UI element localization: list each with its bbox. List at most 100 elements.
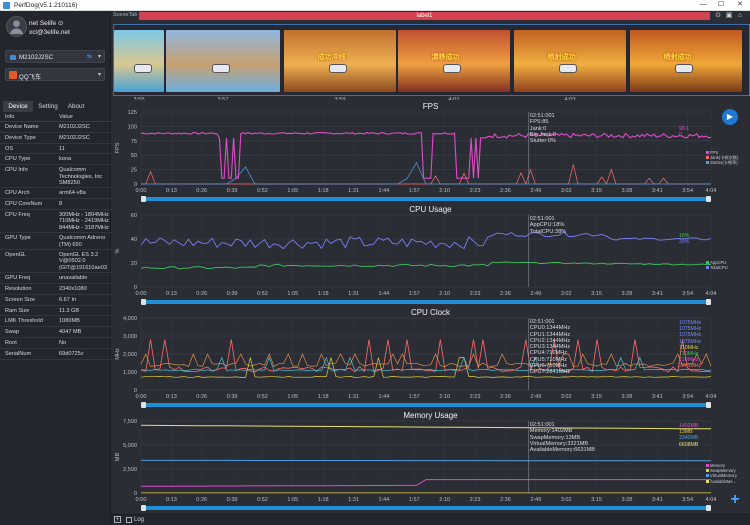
y-tick-label: 4,000 [123,316,137,322]
maximize-button[interactable]: ☐ [717,1,725,8]
readout-line: TotalCPU:38% [529,228,567,235]
time-range-slider[interactable] [141,505,711,511]
x-tick-label: 2:49 [530,394,541,400]
device-select[interactable]: M2102J2SC ⇆ ▾ [5,50,105,63]
x-tick-label: 0:26 [196,394,207,400]
info-row: Resolution 2340x1080 [0,284,111,295]
info-row: Device Type M2102J2SC [0,133,111,144]
series-value: 710MHz [679,344,699,351]
gear-icon[interactable]: ⊙ [715,12,721,19]
x-tick-label: 2:36 [500,394,511,400]
readout-line: VirtualMemory:3321MB [529,440,589,447]
readout-line: CPU4:710MHz [529,350,568,357]
legend-item[interactable]: Stutter(卡顿率) [706,160,738,165]
home-icon[interactable]: ⌂ [737,12,743,19]
sidebar-tabs: Device Setting About [0,101,111,112]
close-button[interactable]: ✕ [737,1,743,8]
legend-item[interactable]: TotalCPU [706,265,728,270]
series-value: 2841MHz [679,363,702,370]
bottom-bar: + Log [111,514,750,525]
thumbnail-caption: 漂移成功 [431,53,460,61]
legend-item[interactable]: Memory [706,463,737,468]
play-button[interactable]: ▶ [722,109,738,125]
slider-handle-left[interactable] [141,196,146,202]
tab-about[interactable]: About [67,103,85,110]
x-tick-label: 2:36 [500,188,511,194]
info-row: CPU Info Qualcomm Technologies, Inc SM825… [0,165,111,189]
x-tick-label: 3:54 [682,394,693,400]
series-line [140,261,712,270]
legend-item[interactable]: Jank(卡顿次数) [706,155,738,160]
readout-line: 02:51:001 [529,422,555,428]
legend-item[interactable]: FPS [706,150,738,155]
scene-thumbnail[interactable]: 喷射成功 [514,30,626,92]
scene-thumbnail[interactable]: 喷射成功 [630,30,742,92]
x-tick-label: 3:54 [682,497,693,503]
slider-handle-left[interactable] [141,505,146,511]
info-value: M2102J2SC [59,124,90,130]
x-tick-label: 1:18 [318,291,329,297]
x-tick-label: 1:57 [409,188,420,194]
add-icon[interactable]: + [114,516,121,523]
legend-swatch [706,464,709,467]
scene-thumbnail[interactable] [114,30,164,92]
x-tick-label: 1:05 [287,291,298,297]
info-value: 4047 MB [59,329,82,336]
slider-handle-left[interactable] [141,299,146,305]
window-title: PerfDog(v5.1.210116) [14,2,78,9]
time-range-slider[interactable] [141,402,711,408]
x-tick-label: 2:10 [439,291,450,297]
app-select[interactable]: QQ飞车 ▾ [5,68,105,81]
slider-handle-right[interactable] [706,505,711,511]
x-tick-label: 0:52 [257,188,268,194]
series-value: 710MHz [679,357,699,364]
series-value: 710MHz [679,351,699,358]
x-tick-label: 3:28 [621,188,632,194]
time-range-slider[interactable] [141,299,711,305]
app-icon [9,71,17,79]
scene-label-bar[interactable]: label1 [139,12,710,20]
slider-handle-right[interactable] [706,196,711,202]
info-row: CPU Freq 300MHz - 1804MHz 710MHz - 2419MH… [0,210,111,234]
tab-device[interactable]: Device [3,101,33,112]
avatar[interactable] [6,16,27,37]
y-tick-label: 3,000 [123,334,137,340]
x-tick-label: 0:52 [257,497,268,503]
x-tick-label: 0:13 [166,291,177,297]
scene-tab[interactable]: SceneTab [113,12,138,18]
info-key: CPU Arch [5,190,30,197]
chevron-down-icon: ▾ [97,54,101,60]
legend-swatch [706,266,709,270]
add-chart-button[interactable]: + [730,491,740,508]
legend-label: Jank(卡顿次数) [710,155,739,161]
log-checkbox[interactable] [126,517,132,523]
scene-thumbnail[interactable] [166,30,280,92]
x-tick-label: 1:18 [318,394,329,400]
info-row: Ram Size 11.3 GB [0,306,111,317]
series-value: 6608MB [679,441,699,448]
tab-setting[interactable]: Setting [38,103,58,110]
time-range-slider[interactable] [141,196,711,202]
info-value: unavailable [59,275,88,282]
y-axis-label: MHz [115,348,121,360]
slider-handle-left[interactable] [141,402,146,408]
minimize-button[interactable]: — [699,1,707,8]
legend-item[interactable]: AppCPU [706,260,728,265]
scene-thumbnail[interactable]: 成功冲线 [284,30,396,92]
kart-sprite [558,64,577,74]
legend-item[interactable]: AvailableMe... [706,479,737,484]
y-tick-label: 5,000 [123,443,137,449]
slider-handle-right[interactable] [706,402,711,408]
y-tick-label: 125 [128,110,137,116]
kart-sprite [134,64,152,74]
info-value: Qualcomm Technologies, Inc SM8250 [59,167,103,186]
scene-thumbnail[interactable]: 漂移成功 [398,30,510,92]
x-tick-label: 1:31 [348,291,359,297]
legend-item[interactable]: SwapMemory [706,468,737,473]
legend-item[interactable]: VirtualMemory [706,473,737,478]
info-key: OS [5,145,14,152]
android-icon [10,55,16,60]
x-tick-label: 0:00 [136,497,147,503]
slider-handle-right[interactable] [706,299,711,305]
image-icon[interactable]: ▣ [725,12,733,19]
